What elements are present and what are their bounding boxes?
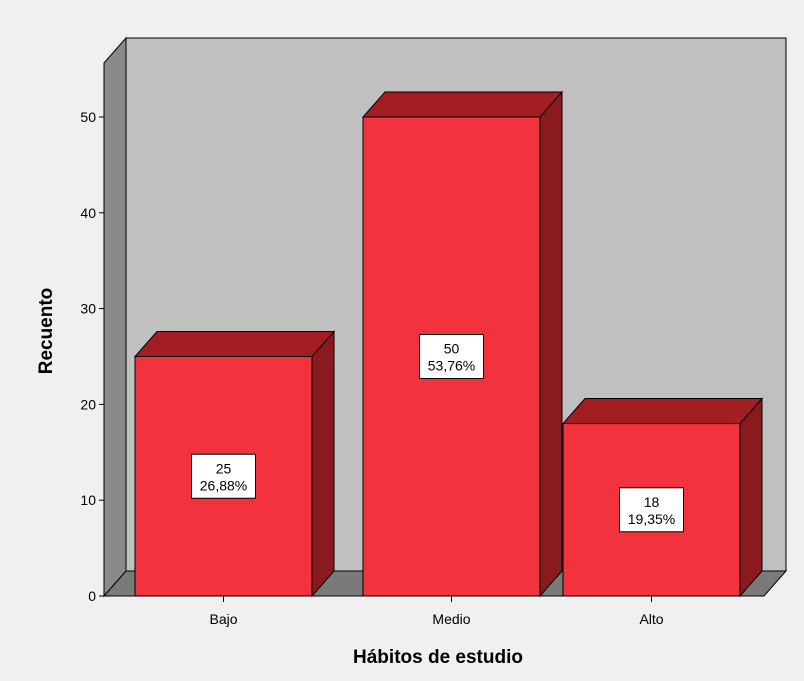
y-axis-title: Recuento <box>36 288 57 375</box>
y-tick-label: 50 <box>80 109 96 125</box>
x-axis-title: Hábitos de estudio <box>353 647 523 668</box>
data-label-value: 18 <box>644 494 660 510</box>
data-label-percent: 19,35% <box>628 511 675 527</box>
data-label-percent: 26,88% <box>200 477 247 493</box>
x-tick-label: Alto <box>639 611 663 627</box>
data-label-percent: 53,76% <box>428 358 475 374</box>
y-tick-label: 30 <box>80 301 96 317</box>
y-tick-label: 0 <box>88 588 96 604</box>
data-label-value: 25 <box>216 460 232 476</box>
x-tick-label: Medio <box>432 611 470 627</box>
data-label-value: 50 <box>444 341 460 357</box>
data-label-box <box>191 453 256 499</box>
x-axis: Bajo Medio Alto <box>104 595 764 627</box>
bar-side <box>739 397 763 598</box>
bar-side <box>539 90 563 598</box>
x-tick-label: Bajo <box>209 611 237 627</box>
bar-top <box>133 331 336 357</box>
y-tick-label: 10 <box>80 492 96 508</box>
y-tick-label: 40 <box>80 205 96 221</box>
left-wall <box>103 36 127 598</box>
data-label-box <box>419 334 484 379</box>
bar-top <box>561 398 764 425</box>
data-label-box <box>619 487 684 533</box>
y-tick-label: 20 <box>80 396 96 412</box>
bar-side <box>311 330 335 598</box>
y-axis: 0 10 20 30 40 50 <box>80 63 105 604</box>
bar-top <box>361 91 564 118</box>
